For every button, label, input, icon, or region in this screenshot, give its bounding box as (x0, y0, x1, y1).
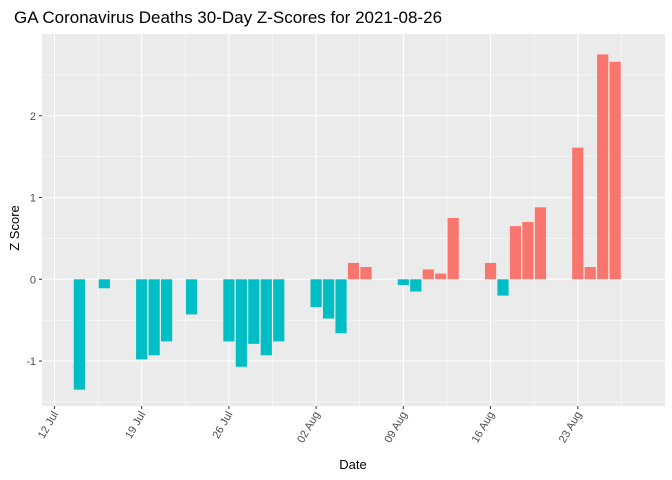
y-axis-title: Z Score (7, 205, 22, 251)
x-tick-label: 26 Jul (210, 410, 235, 441)
bar (98, 279, 110, 289)
bar (148, 279, 160, 356)
minor-gridlines (42, 34, 665, 406)
x-tick-label: 19 Jul (123, 410, 148, 441)
bar (322, 279, 335, 319)
bar (260, 279, 272, 356)
bar (397, 279, 409, 285)
bar (534, 207, 547, 280)
y-axis-ticks: -1 0 1 2 (26, 111, 42, 368)
bar (248, 279, 260, 344)
bar (609, 61, 621, 280)
y-tick-label: 1 (30, 193, 36, 205)
bar (235, 279, 247, 367)
plot-panel (42, 34, 665, 406)
bar (310, 279, 322, 308)
x-tick-label: 16 Aug (470, 410, 498, 446)
bar (360, 267, 372, 280)
chart-title: GA Coronavirus Deaths 30-Day Z-Scores fo… (14, 8, 442, 27)
bar (497, 279, 509, 296)
y-tick-label: 2 (30, 111, 36, 123)
bar (509, 226, 522, 280)
bar (335, 279, 347, 334)
bar (136, 279, 148, 360)
bar (522, 222, 534, 280)
bar (273, 279, 285, 342)
bar (447, 217, 459, 280)
x-tick-label: 23 Aug (557, 410, 585, 446)
bar (410, 279, 422, 292)
bars (73, 54, 621, 390)
bar (435, 273, 447, 280)
y-tick-label: -1 (26, 356, 36, 368)
bar (484, 262, 497, 280)
bar (185, 279, 198, 315)
bar (160, 279, 173, 342)
x-tick-label: 02 Aug (295, 410, 323, 446)
bar (584, 267, 596, 280)
bar (572, 147, 584, 280)
y-tick-label: 0 (30, 274, 36, 286)
x-axis-ticks: 12 Jul 19 Jul 26 Jul 02 Aug 09 Aug 16 Aug 23 A… (36, 406, 584, 445)
x-axis-title: Date (339, 457, 366, 472)
bar (422, 269, 434, 280)
bar (347, 262, 360, 280)
bar (597, 54, 609, 280)
bar (223, 279, 235, 342)
x-tick-label: 12 Jul (36, 410, 61, 441)
bar (73, 279, 85, 390)
x-tick-label: 09 Aug (382, 410, 410, 446)
